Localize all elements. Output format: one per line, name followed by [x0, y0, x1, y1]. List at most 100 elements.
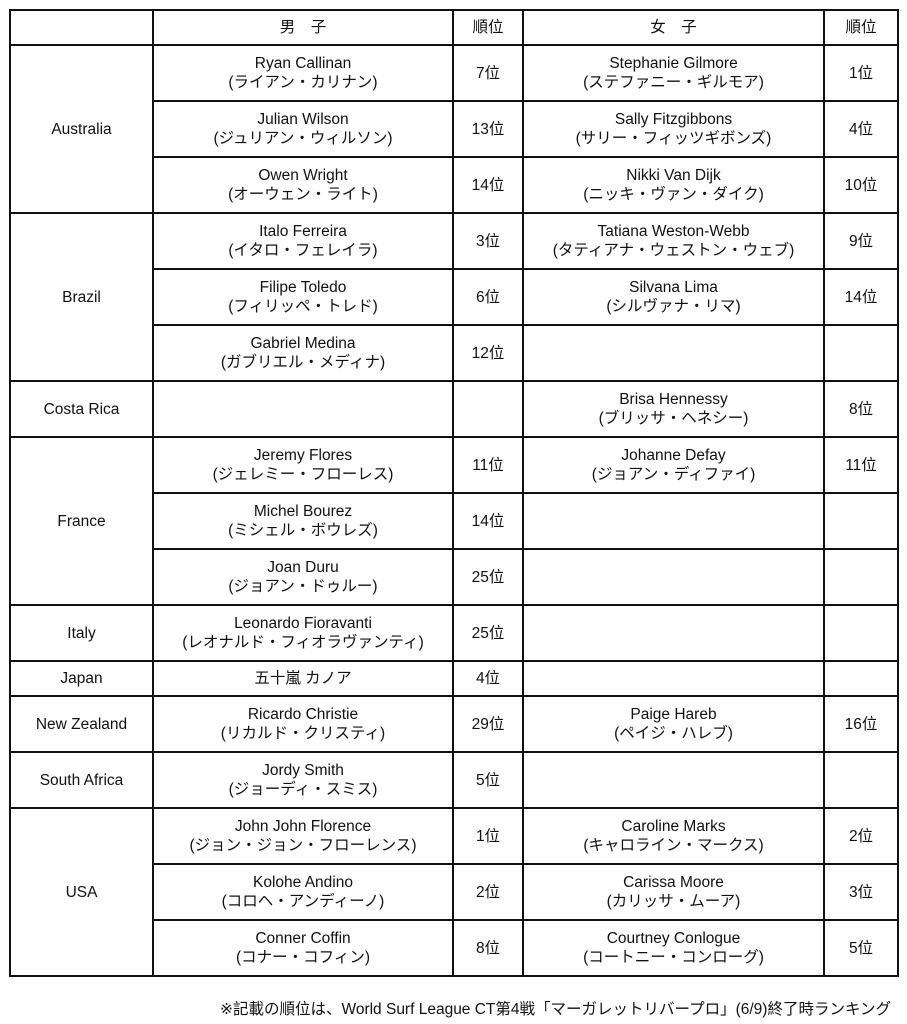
male-name-cell: Joan Duru (ジョアン・ドゥルー) [152, 548, 454, 606]
male-name-cell: Ricardo Christie (リカルド・クリスティ) [152, 695, 454, 753]
table-row: New Zealand Ricardo Christie (リカルド・クリスティ) 2… [9, 695, 899, 753]
male-name-en: Leonardo Fioravanti [234, 615, 372, 632]
female-name-cell [522, 660, 825, 697]
male-rank-cell: 25位 [452, 548, 524, 606]
female-name-ja: (タティアナ・ウェストン・ウェブ) [552, 242, 795, 259]
male-name-en: Jordy Smith [262, 762, 344, 779]
male-name-en: Gabriel Medina [250, 335, 356, 352]
table-row: Kolohe Andino (コロヘ・アンディーノ) 2位 Carissa Moore… [10, 863, 899, 921]
male-name-ja: (ジェレミー・フローレス) [212, 466, 394, 483]
male-name-ja: (ミシェル・ボウレズ) [228, 522, 378, 539]
female-rank-cell: 3位 [823, 863, 899, 921]
table-row: Michel Bourez (ミシェル・ボウレズ) 14位 [10, 492, 899, 550]
male-name-ja: (オーウェン・ライト) [228, 186, 378, 203]
male-rank-cell: 4位 [452, 660, 524, 697]
table-row: Brazil Italo Ferreira (イタロ・フェレイラ) 3位 Tatiana… [9, 212, 899, 382]
male-rank-cell: 29位 [452, 695, 524, 753]
male-name-en: Michel Bourez [253, 503, 353, 520]
male-name-ja: (ライアン・カリナン) [228, 74, 378, 91]
male-name-ja: (レオナルド・フィオラヴァンティ) [182, 634, 424, 651]
male-rank-cell: 12位 [452, 324, 524, 382]
female-name-cell [522, 492, 825, 550]
female-name-en: Caroline Marks [621, 818, 726, 835]
female-name-cell [522, 751, 825, 809]
female-name-cell: Brisa Hennessy (ブリッサ・ヘネシー) [522, 380, 825, 438]
female-rank-cell: 16位 [823, 695, 899, 753]
table-row: South Africa Jordy Smith (ジョーディ・スミス) 5位 [9, 751, 899, 809]
male-name-ja: (ジョン・ジョン・フローレンス) [189, 837, 417, 854]
male-name-en: Conner Coffin [255, 930, 351, 947]
female-name-en: Brisa Hennessy [619, 391, 728, 408]
table-row: Costa Rica Brisa Hennessy (ブリッサ・ヘネシー) 8位 [9, 380, 899, 438]
surfer-ranking-table: 男 子 順位 女 子 順位 Australia Ryan Callinan (ライア… [9, 9, 899, 977]
table-row: USA John John Florence (ジョン・ジョン・フローレンス) 1位 C… [9, 807, 899, 977]
male-name-en: John John Florence [234, 818, 372, 835]
female-name-ja: (シルヴァナ・リマ) [606, 298, 741, 315]
male-rank-cell: 6位 [452, 268, 524, 326]
female-rank-cell: 11位 [823, 436, 899, 494]
female-rank-cell [823, 492, 899, 550]
female-name-cell [522, 324, 825, 382]
female-name-cell: Stephanie Gilmore (ステファニー・ギルモア) [522, 44, 825, 102]
male-name-ja: (ジョアン・ドゥルー) [228, 578, 378, 595]
country-cell: France [9, 436, 154, 606]
female-name-ja: (ステファニー・ギルモア) [583, 74, 764, 91]
male-name-en: Julian Wilson [257, 111, 349, 128]
male-name-cell [152, 380, 454, 438]
male-name-ja: (ガブリエル・メディナ) [220, 354, 386, 371]
male-name-ja: (コロヘ・アンディーノ) [221, 893, 385, 910]
male-rank-cell: 14位 [452, 156, 524, 214]
country-cell: USA [9, 807, 154, 977]
male-name-cell: Michel Bourez (ミシェル・ボウレズ) [152, 492, 454, 550]
male-name-cell: Jeremy Flores (ジェレミー・フローレス) [152, 436, 454, 494]
female-name-ja: (コートニー・コンローグ) [583, 949, 764, 966]
female-name-cell [522, 604, 825, 662]
female-rank-cell [823, 604, 899, 662]
country-cell: Australia [9, 44, 154, 214]
male-name-cell: Julian Wilson (ジュリアン・ウィルソン) [152, 100, 454, 158]
female-name-en: Johanne Defay [621, 447, 726, 464]
country-cell: South Africa [9, 751, 154, 809]
table-row: Julian Wilson (ジュリアン・ウィルソン) 13位 Sally Fitzg… [10, 100, 899, 158]
male-name-cell: Italo Ferreira (イタロ・フェレイラ) [152, 212, 454, 270]
male-rank-cell: 7位 [452, 44, 524, 102]
female-name-en: Sally Fitzgibbons [614, 111, 733, 128]
male-name-cell: 五十嵐 カノア [152, 660, 454, 697]
female-rank-cell: 14位 [823, 268, 899, 326]
female-rank-cell: 9位 [823, 212, 899, 270]
male-name-cell: Leonardo Fioravanti (レオナルド・フィオラヴァンティ) [152, 604, 454, 662]
table-row: Australia Ryan Callinan (ライアン・カリナン) 7位 Steph… [9, 44, 899, 214]
male-name-en: Filipe Toledo [259, 279, 347, 296]
female-name-en: Silvana Lima [629, 279, 718, 296]
male-rank-cell [452, 380, 524, 438]
female-name-cell: Tatiana Weston-Webb (タティアナ・ウェストン・ウェブ) [522, 212, 825, 270]
male-rank-cell: 11位 [452, 436, 524, 494]
female-rank-cell: 10位 [823, 156, 899, 214]
female-name-cell: Caroline Marks (キャロライン・マークス) [522, 807, 825, 865]
female-rank-cell: 8位 [823, 380, 899, 438]
header-male-rank: 順位 [452, 9, 524, 46]
header-country [9, 9, 154, 46]
male-rank-cell: 3位 [452, 212, 524, 270]
female-rank-cell: 5位 [823, 919, 899, 977]
table-row: Italy Leonardo Fioravanti (レオナルド・フィオラヴァンティ… [9, 604, 899, 662]
female-rank-cell [823, 324, 899, 382]
male-rank-cell: 25位 [452, 604, 524, 662]
female-name-ja: (サリー・フィッツギボンズ) [575, 130, 772, 147]
female-name-cell: Nikki Van Dijk (ニッキ・ヴァン・ダイク) [522, 156, 825, 214]
country-cell: Brazil [9, 212, 154, 382]
male-rank-cell: 14位 [452, 492, 524, 550]
female-rank-cell: 4位 [823, 100, 899, 158]
female-name-en: Nikki Van Dijk [626, 167, 721, 184]
female-name-cell: Johanne Defay (ジョアン・ディファイ) [522, 436, 825, 494]
male-name-en: Jeremy Flores [253, 447, 353, 464]
country-cell: Italy [9, 604, 154, 662]
country-cell: New Zealand [9, 695, 154, 753]
female-name-ja: (ブリッサ・ヘネシー) [598, 410, 749, 427]
male-name-ja: (ジョーディ・スミス) [228, 781, 378, 798]
male-name-cell: Conner Coffin (コナー・コフィン) [152, 919, 454, 977]
male-name-cell: Ryan Callinan (ライアン・カリナン) [152, 44, 454, 102]
female-name-en: Courtney Conlogue [606, 930, 741, 947]
female-name-cell: Silvana Lima (シルヴァナ・リマ) [522, 268, 825, 326]
female-name-en: Carissa Moore [623, 874, 724, 891]
